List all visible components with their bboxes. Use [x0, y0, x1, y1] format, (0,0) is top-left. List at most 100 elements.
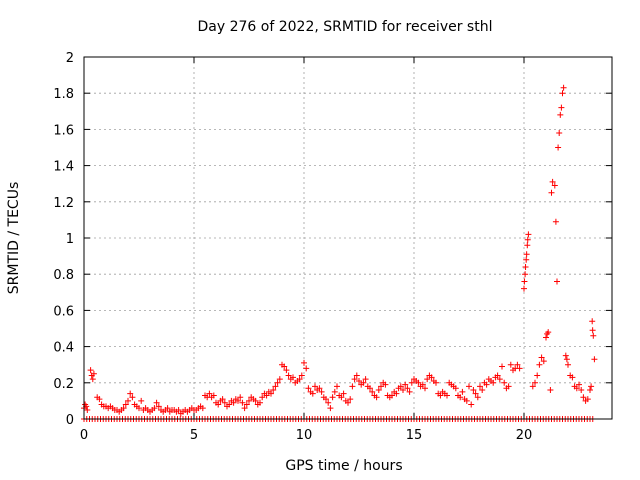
data-point	[312, 383, 318, 390]
data-point	[470, 387, 477, 394]
data-point	[122, 401, 129, 408]
data-point	[494, 372, 501, 379]
y-tick-label: 1.8	[53, 87, 74, 102]
data-point	[298, 372, 305, 379]
data-point	[270, 387, 277, 394]
data-point	[466, 383, 472, 390]
y-axis-label: SRMTID / TECUs	[6, 182, 22, 295]
data-point	[547, 387, 554, 394]
data-point	[90, 370, 97, 377]
data-point	[529, 383, 536, 390]
data-point	[175, 406, 182, 413]
y-tick-label: 0	[66, 413, 74, 428]
data-point	[424, 376, 431, 383]
data-point	[239, 399, 246, 406]
data-point	[305, 385, 312, 392]
data-point	[382, 381, 389, 388]
data-point	[573, 385, 580, 392]
data-point	[468, 401, 475, 408]
data-point	[369, 388, 376, 395]
data-point	[522, 263, 529, 270]
data-point	[551, 182, 558, 189]
axis-ticks	[83, 56, 612, 420]
y-tick-label: 1	[66, 232, 74, 247]
data-point	[84, 406, 91, 413]
data-point	[562, 352, 569, 359]
data-point	[591, 356, 598, 363]
data-point	[356, 377, 362, 384]
data-point	[338, 394, 345, 401]
data-point	[463, 397, 470, 404]
data-point	[334, 383, 340, 390]
data-point	[522, 271, 529, 278]
data-point	[89, 376, 96, 383]
data-point	[521, 278, 528, 285]
data-point	[538, 354, 545, 361]
data-point	[243, 401, 250, 408]
data-point	[534, 372, 541, 379]
data-point	[129, 394, 136, 401]
data-point	[345, 399, 351, 406]
data-point	[501, 379, 508, 386]
data-point	[477, 383, 483, 390]
data-point	[331, 388, 338, 395]
data-point	[303, 365, 310, 372]
data-point	[459, 388, 466, 395]
x-axis-label: GPS time / hours	[285, 458, 402, 474]
data-point	[210, 392, 217, 399]
data-point	[556, 130, 563, 137]
data-point	[540, 358, 547, 365]
x-tick-label: 5	[190, 428, 198, 443]
data-point	[309, 390, 316, 397]
data-point	[496, 376, 503, 383]
data-point	[444, 392, 450, 399]
data-point	[296, 376, 303, 383]
data-point	[422, 385, 428, 392]
data-point	[281, 363, 288, 370]
data-point	[138, 397, 145, 404]
data-point	[536, 361, 543, 368]
data-point	[578, 387, 585, 394]
data-point	[329, 394, 336, 401]
data-point	[151, 405, 158, 412]
data-point	[452, 385, 459, 392]
data-point	[259, 394, 266, 401]
data-point	[325, 399, 332, 406]
data-point	[120, 405, 127, 412]
data-point	[490, 379, 497, 386]
y-tick-label: 1.4	[53, 160, 74, 175]
data-point	[474, 394, 481, 401]
data-point	[373, 394, 380, 401]
data-point	[560, 84, 567, 91]
data-point	[164, 405, 171, 412]
data-point	[479, 387, 486, 394]
data-point	[588, 383, 595, 390]
data-point	[87, 367, 94, 374]
data-point	[483, 381, 490, 388]
x-tick-label: 15	[406, 428, 423, 443]
data-point	[246, 397, 252, 404]
data-point	[323, 396, 329, 403]
data-point	[514, 361, 521, 368]
data-point	[351, 376, 358, 383]
data-point	[263, 392, 270, 399]
data-point	[433, 379, 439, 386]
data-points	[81, 84, 598, 422]
data-point	[499, 363, 505, 370]
data-point	[360, 379, 367, 386]
data-point	[589, 318, 596, 325]
data-point	[554, 278, 560, 285]
data-point	[507, 361, 514, 368]
data-point	[257, 399, 263, 406]
data-point	[576, 381, 582, 388]
data-point	[516, 365, 523, 372]
data-point	[362, 376, 369, 383]
y-tick-label: 0.4	[53, 341, 74, 356]
tick-labels: 0 5 10 15 20 0 0.2 0.4 0.6 0.8 1 1.2 1.4 1.6 1.8 2	[53, 51, 532, 443]
y-tick-label: 0.2	[53, 377, 74, 392]
data-point	[316, 385, 323, 392]
data-point	[221, 399, 228, 406]
data-point	[505, 383, 512, 390]
data-point	[472, 390, 479, 397]
data-point	[389, 392, 395, 399]
